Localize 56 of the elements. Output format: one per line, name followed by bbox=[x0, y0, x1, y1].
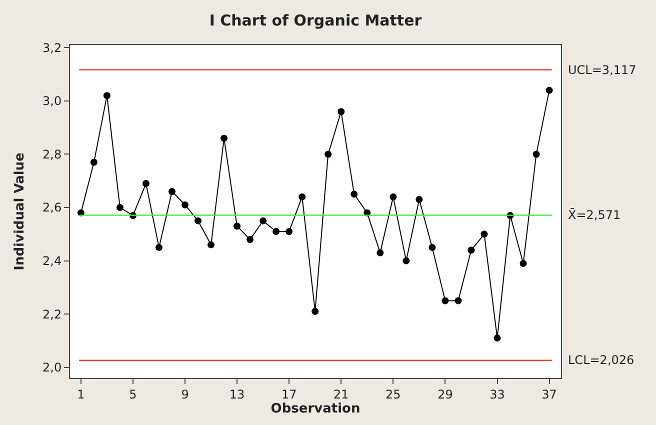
point bbox=[468, 246, 475, 254]
point bbox=[182, 201, 189, 208]
point bbox=[338, 108, 345, 116]
point bbox=[286, 228, 293, 235]
y-tick-label: 2,8 bbox=[42, 147, 62, 162]
point bbox=[532, 150, 540, 158]
point bbox=[298, 193, 306, 200]
point bbox=[90, 158, 98, 166]
x-tick-label: 13 bbox=[229, 387, 245, 402]
point bbox=[312, 308, 319, 315]
point bbox=[116, 204, 124, 211]
point bbox=[194, 217, 202, 224]
point bbox=[480, 230, 488, 238]
x-tick-label: 9 bbox=[181, 387, 189, 402]
ref-line-label: X̄=2,571 bbox=[568, 208, 621, 222]
point bbox=[142, 180, 150, 188]
point bbox=[103, 92, 110, 100]
x-tick-label: 21 bbox=[333, 387, 349, 402]
point bbox=[442, 297, 449, 304]
y-tick-label: 2,6 bbox=[42, 200, 62, 215]
point bbox=[208, 241, 215, 248]
point bbox=[494, 334, 501, 342]
x-tick-label: 25 bbox=[386, 387, 401, 402]
point bbox=[376, 249, 384, 256]
point bbox=[324, 150, 332, 158]
y-tick-label: 3,0 bbox=[42, 94, 62, 108]
y-tick-label: 2,2 bbox=[42, 307, 62, 322]
point bbox=[428, 244, 436, 251]
x-tick-label: 33 bbox=[490, 387, 505, 402]
point bbox=[390, 193, 397, 200]
ref-line-label: LCL=2,026 bbox=[568, 353, 634, 367]
y-axis-title: Individual Value bbox=[12, 152, 28, 270]
chart-title: I Chart of Organic Matter bbox=[209, 11, 422, 30]
x-tick-label: 1 bbox=[77, 387, 85, 402]
y-tick-label: 3,2 bbox=[42, 40, 62, 55]
point bbox=[234, 222, 241, 230]
x-tick-label: 29 bbox=[438, 387, 453, 402]
point bbox=[155, 244, 162, 251]
point bbox=[520, 260, 527, 267]
x-tick-label: 37 bbox=[542, 387, 557, 402]
x-tick-label: 5 bbox=[129, 387, 137, 402]
x-tick-label: 17 bbox=[281, 387, 297, 402]
ref-line-label: UCL=3,117 bbox=[568, 63, 636, 77]
x-axis-title: Observation bbox=[270, 401, 360, 416]
point bbox=[454, 297, 462, 304]
point bbox=[272, 228, 280, 235]
point bbox=[402, 257, 410, 264]
y-tick-label: 2,0 bbox=[42, 360, 62, 375]
point bbox=[546, 86, 553, 94]
point bbox=[260, 217, 267, 224]
point bbox=[416, 196, 423, 204]
y-tick-label: 2,4 bbox=[42, 254, 62, 268]
point bbox=[220, 134, 228, 142]
point bbox=[246, 236, 254, 243]
point bbox=[350, 190, 358, 198]
point bbox=[168, 188, 176, 196]
